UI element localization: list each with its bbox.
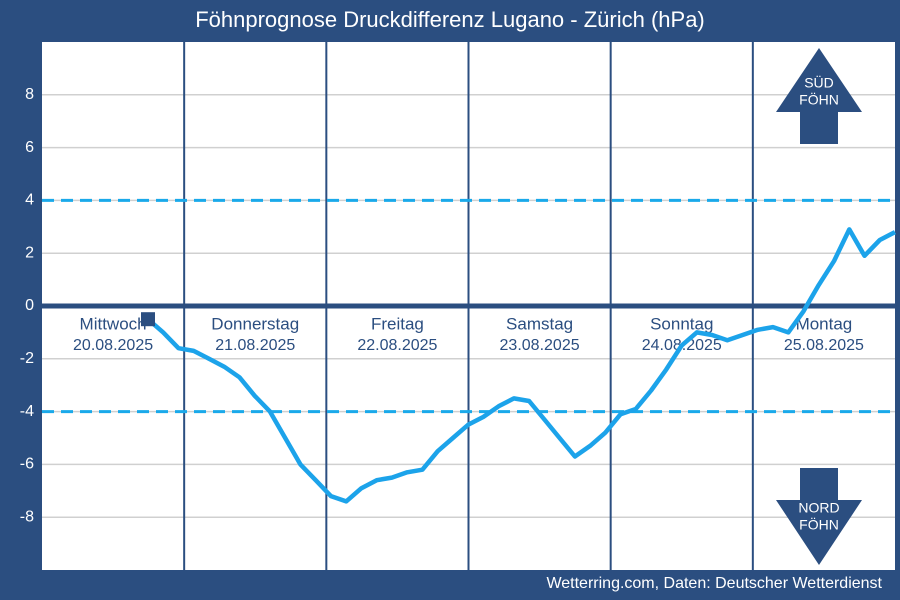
y-tick-label: 8 <box>25 86 34 103</box>
day-label: Donnerstag <box>211 314 299 333</box>
date-label: 22.08.2025 <box>357 337 437 354</box>
date-label: 25.08.2025 <box>784 337 864 354</box>
source: Wetterring.com, Daten: Deutscher Wetterd… <box>546 575 882 592</box>
y-tick-label: 4 <box>25 192 34 209</box>
arrow-label: NORD <box>798 500 839 516</box>
y-tick-label: -2 <box>20 350 34 367</box>
arrow <box>776 468 862 565</box>
y-tick-label: -6 <box>20 456 34 473</box>
chart-title: Föhnprognose Druckdifferenz Lugano - Zür… <box>195 7 705 32</box>
data-line <box>146 227 897 504</box>
arrow-label: SÜD <box>804 74 834 91</box>
date-label: 21.08.2025 <box>215 337 295 354</box>
start-marker <box>141 312 155 327</box>
y-tick-label: -8 <box>20 508 34 525</box>
y-tick-label: 6 <box>25 139 34 156</box>
y-tick-label: -4 <box>20 403 34 420</box>
arrow-label: FÖHN <box>799 91 839 108</box>
date-label: 23.08.2025 <box>500 337 580 354</box>
day-label: Mittwoch <box>80 314 147 333</box>
day-label: Montag <box>796 314 853 333</box>
day-label: Samstag <box>506 314 573 333</box>
y-tick-label: 0 <box>25 297 34 314</box>
arrow <box>776 48 862 144</box>
day-label: Freitag <box>371 314 424 333</box>
day-label: Sonntag <box>650 314 713 333</box>
y-tick-label: 2 <box>25 244 34 261</box>
arrow-label: FÖHN <box>799 516 839 533</box>
date-label: 20.08.2025 <box>73 337 153 354</box>
